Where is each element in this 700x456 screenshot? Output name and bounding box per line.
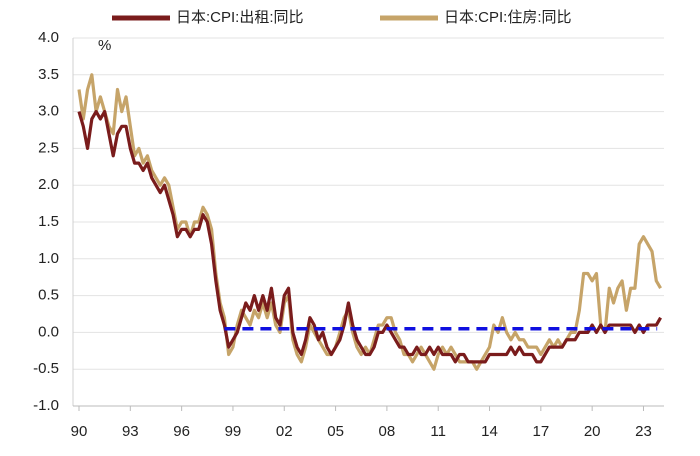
series-line (77, 110, 662, 364)
x-tick-label: 05 (327, 423, 344, 440)
legend-label: 日本:CPI:住房:同比 (444, 9, 572, 26)
y-tick-label: -0.5 (33, 360, 59, 377)
y-tick-label: 3.5 (38, 66, 59, 83)
y-tick-label: 0.0 (38, 323, 59, 340)
x-tick-label: 02 (276, 423, 293, 440)
x-tick-label: 14 (481, 423, 498, 440)
unit-annotation: % (98, 37, 111, 54)
y-tick-label: 2.0 (38, 176, 59, 193)
y-tick-label: 0.5 (38, 287, 59, 304)
x-tick-label: 08 (379, 423, 396, 440)
x-tick-label: 93 (122, 423, 139, 440)
y-tick-label: 3.0 (38, 103, 59, 120)
x-tick-label: 23 (635, 423, 652, 440)
x-tick-label: 17 (532, 423, 549, 440)
y-tick-label: 2.5 (38, 139, 59, 156)
y-tick-label: 1.0 (38, 250, 59, 267)
x-tick-label: 11 (430, 423, 446, 440)
legend-label: 日本:CPI:出租:同比 (176, 9, 304, 26)
x-tick-label: 90 (71, 423, 88, 440)
x-tick-label: 20 (584, 423, 601, 440)
y-tick-label: 1.5 (38, 213, 59, 230)
x-tick-label: 96 (173, 423, 190, 440)
y-tick-label: -1.0 (33, 397, 59, 414)
x-tick-label: 99 (225, 423, 242, 440)
y-tick-label: 4.0 (38, 29, 59, 46)
